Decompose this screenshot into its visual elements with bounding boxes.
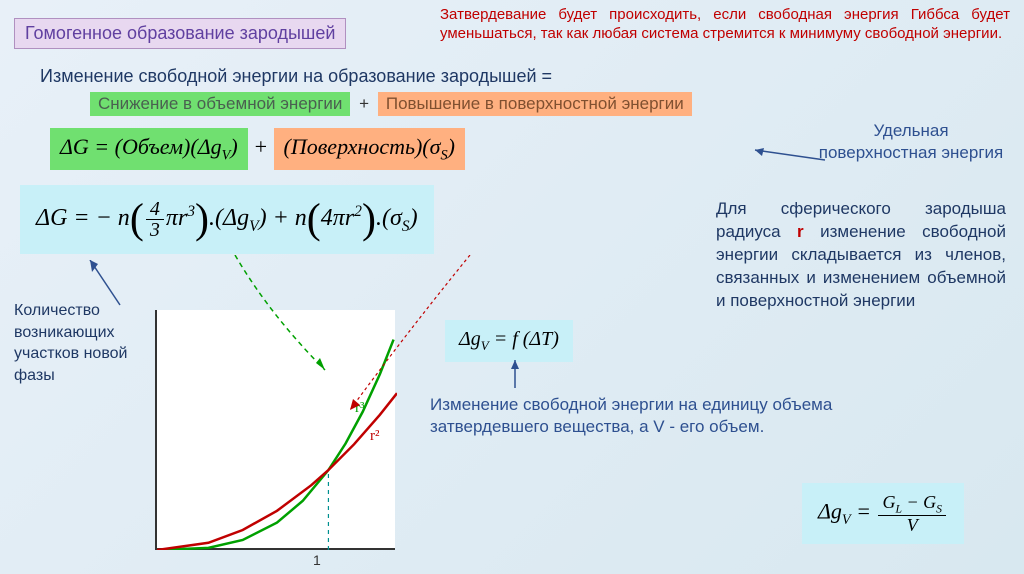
r-variable: r: [797, 222, 804, 241]
volume-energy-description: Изменение свободной энергии на единицу о…: [430, 394, 910, 438]
eq1-volume-part: ΔG = (Объем)(ΔgV): [50, 128, 248, 170]
volume-energy-term: Снижение в объемной энергии: [90, 92, 350, 116]
slide-title: Гомогенное образование зародышей: [25, 23, 335, 43]
r2-curve-label: r²: [370, 428, 380, 445]
green-dashed-connector: [230, 255, 360, 375]
sphere-description: Для сферического зародыша радиуса r изме…: [716, 198, 1006, 313]
specific-surface-energy-label: Удельная поверхностная энергия: [816, 120, 1006, 164]
energy-components-line: Снижение в объемной энергии + Повышение …: [90, 92, 692, 116]
dgv-formula: ΔgV = GL − GSV: [802, 483, 964, 544]
equation-symbolic: ΔG = (Объем)(ΔgV) + (Поверхность)(σS): [50, 128, 465, 170]
dgv-function-equation: ΔgV = f (ΔT): [445, 320, 573, 362]
nucleation-count-label: Количество возникающих участков новой фа…: [14, 300, 144, 386]
dgv-arrow: [505, 360, 525, 395]
slide-title-box: Гомогенное образование зародышей: [14, 18, 346, 49]
eq1-plus: +: [248, 134, 274, 159]
sphere-gibbs-equation: ΔG = − n(43πr3).(ΔgV) + n(4πr2).(σS): [20, 185, 434, 254]
x-tick-1: 1: [313, 552, 321, 568]
plus-sign: +: [359, 94, 369, 113]
eq1-surface-part: (Поверхность)(σS): [274, 128, 465, 170]
energy-change-heading: Изменение свободной энергии на образован…: [40, 66, 552, 87]
surface-energy-term: Повышение в поверхностной энергии: [378, 92, 692, 116]
gibbs-note: Затвердевание будет происходить, если св…: [440, 6, 1010, 44]
